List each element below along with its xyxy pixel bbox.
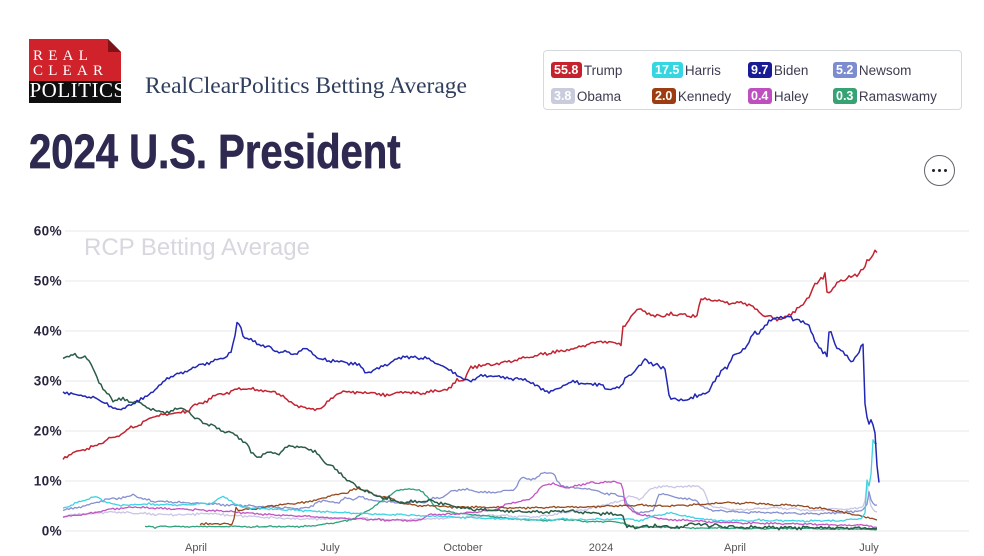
svg-text:0%: 0% [42, 524, 62, 539]
svg-text:50%: 50% [34, 274, 62, 289]
svg-text:20%: 20% [34, 424, 62, 439]
svg-text:RCP Betting Average: RCP Betting Average [84, 234, 310, 261]
svg-text:October: October [443, 542, 482, 554]
svg-text:July: July [859, 542, 879, 554]
svg-text:40%: 40% [34, 324, 62, 339]
svg-text:10%: 10% [34, 474, 62, 489]
svg-text:60%: 60% [34, 224, 62, 239]
svg-text:April: April [724, 542, 746, 554]
svg-text:2024: 2024 [589, 542, 613, 554]
svg-text:April: April [185, 542, 207, 554]
svg-text:July: July [320, 542, 340, 554]
svg-text:30%: 30% [34, 374, 62, 389]
